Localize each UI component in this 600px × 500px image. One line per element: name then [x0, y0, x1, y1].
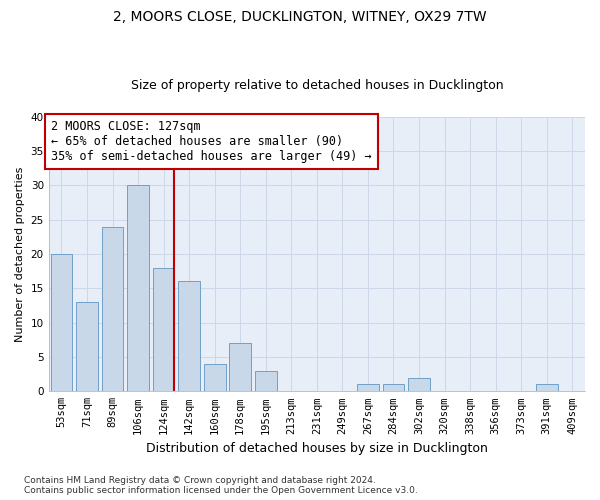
Text: Contains HM Land Registry data © Crown copyright and database right 2024.
Contai: Contains HM Land Registry data © Crown c…	[24, 476, 418, 495]
Bar	[178, 282, 200, 392]
Bar	[127, 186, 149, 392]
Bar	[408, 378, 430, 392]
X-axis label: Distribution of detached houses by size in Ducklington: Distribution of detached houses by size …	[146, 442, 488, 455]
Text: 2 MOORS CLOSE: 127sqm
← 65% of detached houses are smaller (90)
35% of semi-deta: 2 MOORS CLOSE: 127sqm ← 65% of detached …	[51, 120, 372, 163]
Bar	[101, 226, 124, 392]
Bar	[357, 384, 379, 392]
Bar	[229, 344, 251, 392]
Bar	[255, 370, 277, 392]
Bar	[204, 364, 226, 392]
Text: 2, MOORS CLOSE, DUCKLINGTON, WITNEY, OX29 7TW: 2, MOORS CLOSE, DUCKLINGTON, WITNEY, OX2…	[113, 10, 487, 24]
Bar	[383, 384, 404, 392]
Bar	[50, 254, 72, 392]
Y-axis label: Number of detached properties: Number of detached properties	[15, 166, 25, 342]
Title: Size of property relative to detached houses in Ducklington: Size of property relative to detached ho…	[131, 79, 503, 92]
Bar	[536, 384, 557, 392]
Bar	[153, 268, 175, 392]
Bar	[76, 302, 98, 392]
